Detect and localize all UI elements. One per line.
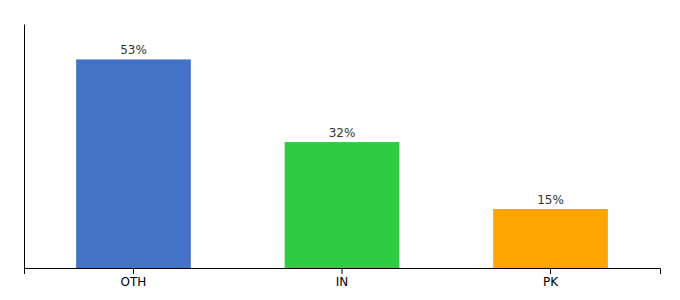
chart: 53% 32% 15% OTH IN PK [0, 0, 680, 300]
y-axis-line [24, 25, 25, 269]
x-tick-mark [550, 268, 551, 274]
data-labels: 53% 32% 15% [120, 43, 564, 207]
x-axis: OTH IN PK [25, 268, 661, 289]
x-tick-mark [133, 268, 134, 274]
bar [493, 209, 608, 268]
x-tick: OTH [121, 268, 147, 289]
data-label: 32% [329, 126, 356, 140]
data-label: 15% [537, 193, 564, 207]
plot: 53% 32% 15% OTH IN PK [25, 25, 661, 289]
bar [285, 142, 400, 268]
x-tick: IN [336, 268, 349, 289]
bar [76, 59, 191, 268]
x-tick-mark [342, 268, 343, 274]
x-tick-label: OTH [121, 275, 147, 289]
x-tick-label: PK [543, 275, 559, 289]
data-label: 53% [120, 43, 147, 57]
x-axis-line [25, 269, 661, 275]
x-tick-label: IN [336, 275, 349, 289]
bars [76, 59, 608, 268]
x-tick: PK [543, 268, 559, 289]
y-axis [24, 25, 25, 269]
